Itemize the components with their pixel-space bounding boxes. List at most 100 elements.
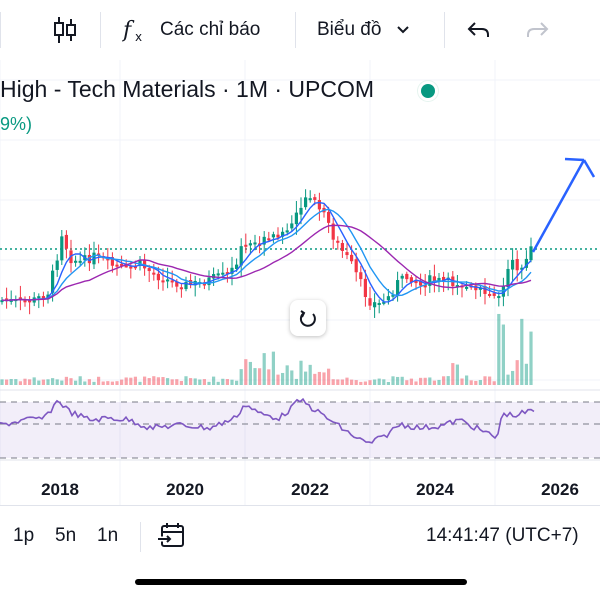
volume-bar bbox=[216, 381, 220, 385]
candle-body bbox=[175, 281, 179, 287]
indicators-button[interactable]: f x Các chỉ báo bbox=[122, 0, 260, 60]
volume-bar bbox=[207, 381, 211, 385]
range-button-3[interactable]: 1n bbox=[97, 525, 119, 546]
volume-bar bbox=[442, 376, 446, 385]
candlestick-icon[interactable] bbox=[52, 0, 78, 60]
volume-bar bbox=[133, 376, 137, 385]
redo-icon[interactable] bbox=[524, 0, 550, 60]
candle-body bbox=[386, 296, 390, 301]
candle-body bbox=[290, 223, 294, 229]
volume-bars bbox=[0, 313, 533, 385]
volume-bar bbox=[377, 378, 381, 385]
volume-bar bbox=[74, 380, 78, 385]
price-chart[interactable]: 2018 2020 2022 2024 2026 bbox=[0, 60, 600, 505]
volume-bar bbox=[179, 380, 183, 385]
candle-body bbox=[317, 200, 321, 210]
candle-body bbox=[497, 296, 501, 299]
candle-body bbox=[5, 298, 9, 301]
candle-body bbox=[152, 272, 156, 275]
bottom-divider bbox=[140, 522, 141, 552]
candle-body bbox=[244, 244, 248, 247]
volume-bar bbox=[368, 380, 372, 385]
chart-area[interactable]: 2018 2020 2022 2024 2026 bbox=[0, 60, 600, 505]
volume-bar bbox=[524, 363, 528, 385]
volume-bar bbox=[285, 365, 289, 385]
volume-bar bbox=[129, 377, 133, 385]
volume-bar bbox=[428, 377, 432, 385]
candle-body bbox=[276, 234, 280, 238]
volume-bar bbox=[520, 318, 524, 385]
volume-bar bbox=[506, 374, 510, 385]
volume-bar bbox=[492, 381, 496, 385]
volume-bar bbox=[69, 378, 73, 385]
candle-body bbox=[221, 272, 225, 275]
volume-bar bbox=[262, 353, 266, 385]
range-button-1[interactable]: 1p bbox=[13, 525, 35, 546]
candle-body bbox=[506, 268, 510, 288]
volume-bar bbox=[276, 374, 280, 385]
volume-bar bbox=[290, 370, 294, 385]
volume-bar bbox=[166, 378, 170, 385]
reset-icon bbox=[299, 310, 316, 327]
x-tick-label: 2018 bbox=[41, 480, 79, 499]
symbol-title[interactable]: High - Tech Materials · 1M · UPCOM bbox=[0, 76, 375, 102]
volume-bar bbox=[14, 379, 18, 385]
volume-bar bbox=[55, 379, 59, 385]
moving-average-line bbox=[1, 224, 532, 302]
volume-bar bbox=[0, 379, 4, 385]
volume-bar bbox=[230, 379, 234, 385]
candle-body bbox=[354, 259, 358, 273]
candle-body bbox=[0, 300, 4, 303]
chart-type-label: Biểu đồ bbox=[317, 19, 382, 40]
candle-body bbox=[345, 252, 349, 256]
volume-bar bbox=[170, 379, 174, 385]
volume-bar bbox=[419, 377, 423, 385]
volume-bar bbox=[198, 379, 202, 385]
volume-bar bbox=[432, 380, 436, 385]
candle-body bbox=[488, 293, 492, 296]
candle-body bbox=[529, 246, 533, 261]
indicators-label: Các chỉ báo bbox=[160, 19, 261, 40]
candle-body bbox=[336, 240, 340, 243]
candle-body bbox=[110, 257, 114, 266]
chart-type-button[interactable]: Biểu đồ bbox=[317, 0, 411, 60]
candle-body bbox=[235, 264, 239, 270]
candle-body bbox=[18, 297, 22, 300]
candle-body bbox=[391, 294, 395, 297]
volume-bar bbox=[331, 379, 335, 385]
volume-bar bbox=[161, 377, 165, 385]
trend-arrow-drawing[interactable] bbox=[531, 157, 596, 253]
candle-body bbox=[308, 198, 312, 201]
moving-average-line bbox=[1, 208, 532, 302]
undo-icon[interactable] bbox=[466, 0, 492, 60]
candle-body bbox=[120, 263, 124, 266]
candle-body bbox=[377, 302, 381, 305]
x-tick-label: 2022 bbox=[291, 480, 329, 499]
reset-chart-button[interactable] bbox=[290, 300, 326, 336]
volume-bar bbox=[23, 378, 27, 385]
volume-bar bbox=[258, 368, 262, 385]
volume-bar bbox=[143, 376, 147, 385]
price-change: 9%) bbox=[0, 114, 33, 134]
home-indicator bbox=[135, 579, 467, 585]
volume-bar bbox=[244, 359, 248, 385]
volume-bar bbox=[87, 379, 91, 385]
toolbar-divider bbox=[444, 12, 445, 48]
goto-date-icon[interactable] bbox=[157, 521, 187, 556]
candle-body bbox=[340, 243, 344, 251]
volume-bar bbox=[267, 369, 271, 385]
range-button-2[interactable]: 5n bbox=[55, 525, 77, 546]
volume-bar bbox=[451, 363, 455, 385]
clock-time[interactable]: 14:41:47 (UTC+7) bbox=[426, 525, 579, 546]
candle-body bbox=[400, 275, 404, 279]
chevron-down-icon bbox=[397, 26, 410, 34]
moving-averages bbox=[1, 201, 532, 303]
svg-text:x: x bbox=[135, 30, 142, 44]
volume-bar bbox=[92, 381, 96, 385]
candle-body bbox=[271, 234, 275, 238]
volume-bar bbox=[304, 371, 308, 385]
candle-body bbox=[115, 264, 119, 267]
candle-body bbox=[28, 299, 32, 303]
candle-body bbox=[511, 259, 515, 270]
toolbar-divider bbox=[0, 12, 1, 48]
